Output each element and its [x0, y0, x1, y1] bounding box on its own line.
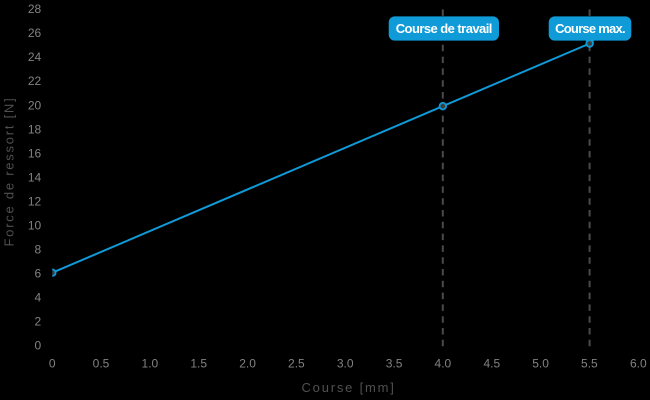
svg-text:22: 22 — [28, 74, 42, 88]
svg-text:26: 26 — [28, 26, 42, 40]
svg-text:2.5: 2.5 — [288, 357, 305, 371]
svg-text:4: 4 — [35, 291, 42, 305]
svg-text:Course de travail: Course de travail — [396, 21, 492, 36]
svg-text:14: 14 — [28, 170, 42, 184]
svg-text:1.5: 1.5 — [190, 357, 207, 371]
svg-text:0: 0 — [35, 339, 42, 353]
svg-text:2.0: 2.0 — [239, 357, 256, 371]
svg-text:16: 16 — [28, 146, 42, 160]
svg-text:6: 6 — [35, 267, 42, 281]
svg-text:1.0: 1.0 — [142, 357, 159, 371]
svg-text:20: 20 — [28, 98, 42, 112]
svg-text:Course [mm]: Course [mm] — [301, 380, 395, 395]
svg-text:3.5: 3.5 — [386, 357, 403, 371]
svg-text:4.5: 4.5 — [483, 357, 500, 371]
svg-text:24: 24 — [28, 50, 42, 64]
svg-text:28: 28 — [28, 2, 42, 16]
svg-text:10: 10 — [28, 218, 42, 232]
svg-text:5.0: 5.0 — [532, 357, 549, 371]
svg-text:Force de ressort [N]: Force de ressort [N] — [2, 97, 17, 247]
svg-text:0: 0 — [49, 357, 56, 371]
svg-text:4.0: 4.0 — [435, 357, 452, 371]
svg-text:2: 2 — [35, 315, 42, 329]
svg-text:5.5: 5.5 — [581, 357, 598, 371]
svg-text:6.0: 6.0 — [630, 357, 647, 371]
svg-text:12: 12 — [28, 194, 42, 208]
svg-text:18: 18 — [28, 122, 42, 136]
svg-text:8: 8 — [35, 243, 42, 257]
svg-text:3.0: 3.0 — [337, 357, 354, 371]
svg-text:0.5: 0.5 — [93, 357, 110, 371]
svg-text:Course max.: Course max. — [555, 21, 625, 36]
